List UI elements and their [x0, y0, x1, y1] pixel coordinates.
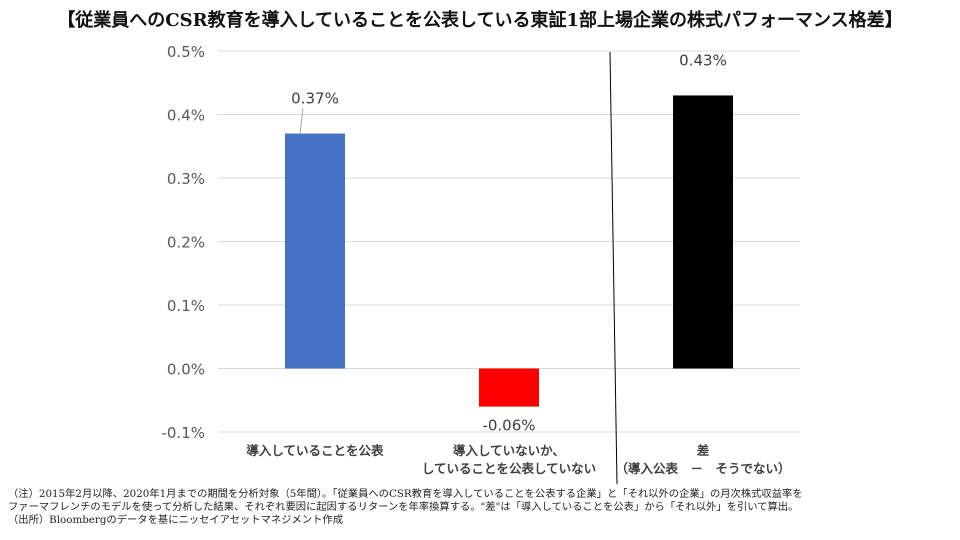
data-label: 0.37%: [291, 90, 339, 108]
x-tick-label: 導入していないか、: [453, 443, 565, 458]
bar: [479, 368, 539, 407]
x-tick-label: していることを公表していない: [422, 461, 596, 476]
bar: [285, 133, 345, 369]
x-tick-label: 導入していることを公表: [246, 443, 384, 458]
divider-line: [609, 51, 618, 485]
data-label: -0.06%: [482, 417, 535, 435]
y-tick-label: 0.2%: [167, 234, 205, 252]
y-tick-label: 0.1%: [167, 297, 205, 315]
footnote-line: ファーマフレンチのモデルを使って分析した結果、それぞれ要因に起因するリターンを年…: [8, 501, 799, 513]
x-tick-label: （導入公表 － そうでない）: [615, 461, 790, 476]
y-tick-label: 0.5%: [167, 43, 205, 61]
bar: [673, 95, 733, 369]
x-tick-label: 差: [696, 443, 710, 458]
chart-title: 【従業員へのCSR教育を導入していることを公表している東証1部上場企業の株式パフ…: [57, 10, 903, 31]
y-tick-label: 0.4%: [167, 107, 205, 125]
bar-chart: 0.5% 0.4% 0.3% 0.2% 0.1% 0.0% -0.1% 0.37% 導入している…: [161, 43, 800, 485]
y-tick-label: 0.0%: [167, 361, 205, 379]
data-label: 0.43%: [679, 51, 727, 69]
y-tick-label: 0.3%: [167, 170, 205, 188]
data-label-leader: [299, 108, 304, 134]
footnote-line: （出所）Bloombergのデータを基にニッセイアセットマネジメント作成: [8, 514, 344, 526]
footnotes: （注）2015年2月以降、2020年1月までの期間を分析対象（5年間）。「従業員…: [8, 488, 956, 527]
y-tick-label: -0.1%: [161, 424, 205, 442]
footnote-line: （注）2015年2月以降、2020年1月までの期間を分析対象（5年間）。「従業員…: [8, 488, 803, 500]
